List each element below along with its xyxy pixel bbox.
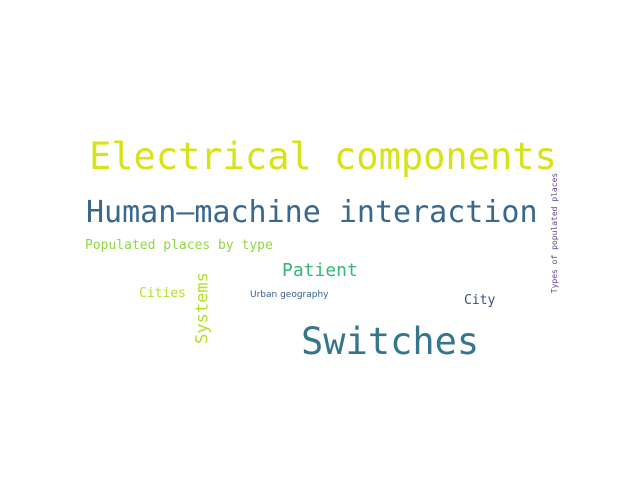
word-human-machine-interaction: Human–machine interaction xyxy=(86,195,538,230)
word-city: City xyxy=(464,293,496,308)
word-systems: Systems xyxy=(192,272,213,344)
word-cities: Cities xyxy=(139,286,186,301)
word-urban-geography: Urban geography xyxy=(250,290,329,300)
word-populated-places-by-type: Populated places by type xyxy=(85,238,273,253)
word-patient: Patient xyxy=(282,260,358,281)
word-types-of-populated-places: Types of populated places xyxy=(550,172,559,294)
word-switches: Switches xyxy=(301,320,480,363)
word-electrical-components: Electrical components xyxy=(89,135,557,178)
